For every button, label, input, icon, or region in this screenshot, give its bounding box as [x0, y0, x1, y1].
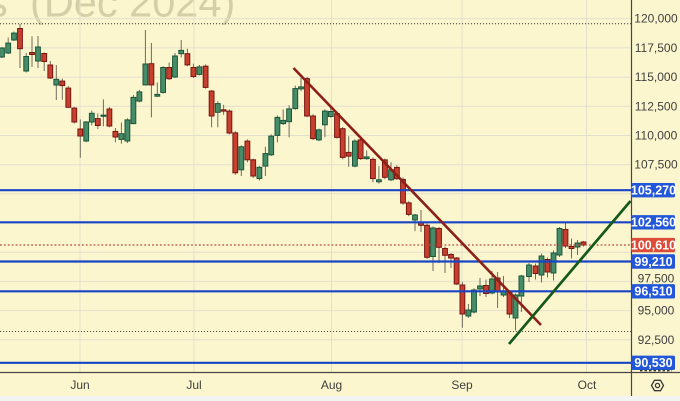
svg-text:Aug: Aug: [321, 378, 342, 392]
svg-text:117,500: 117,500: [635, 41, 678, 55]
svg-text:100,610: 100,610: [631, 239, 676, 253]
svg-text:(Dec 2024): (Dec 2024): [30, 0, 235, 26]
svg-text:Jul: Jul: [186, 378, 201, 392]
svg-text:92,500: 92,500: [638, 333, 675, 347]
svg-text:Sep: Sep: [451, 378, 473, 392]
svg-text:107,500: 107,500: [634, 158, 678, 172]
svg-text:99,210: 99,210: [634, 255, 672, 269]
svg-text:105,270: 105,270: [631, 184, 676, 198]
svg-text:115,000: 115,000: [635, 70, 678, 84]
svg-text:90,530: 90,530: [634, 356, 672, 370]
svg-text:s: s: [0, 0, 8, 26]
svg-text:112,500: 112,500: [635, 99, 678, 113]
svg-text:Oct: Oct: [578, 378, 597, 392]
svg-text:110,000: 110,000: [635, 129, 678, 143]
svg-text:102,560: 102,560: [631, 216, 676, 230]
svg-text:95,000: 95,000: [638, 304, 675, 318]
svg-text:Jun: Jun: [70, 378, 89, 392]
svg-text:97,500: 97,500: [638, 272, 675, 286]
svg-text:96,510: 96,510: [634, 285, 672, 299]
svg-text:120,000: 120,000: [634, 12, 678, 26]
